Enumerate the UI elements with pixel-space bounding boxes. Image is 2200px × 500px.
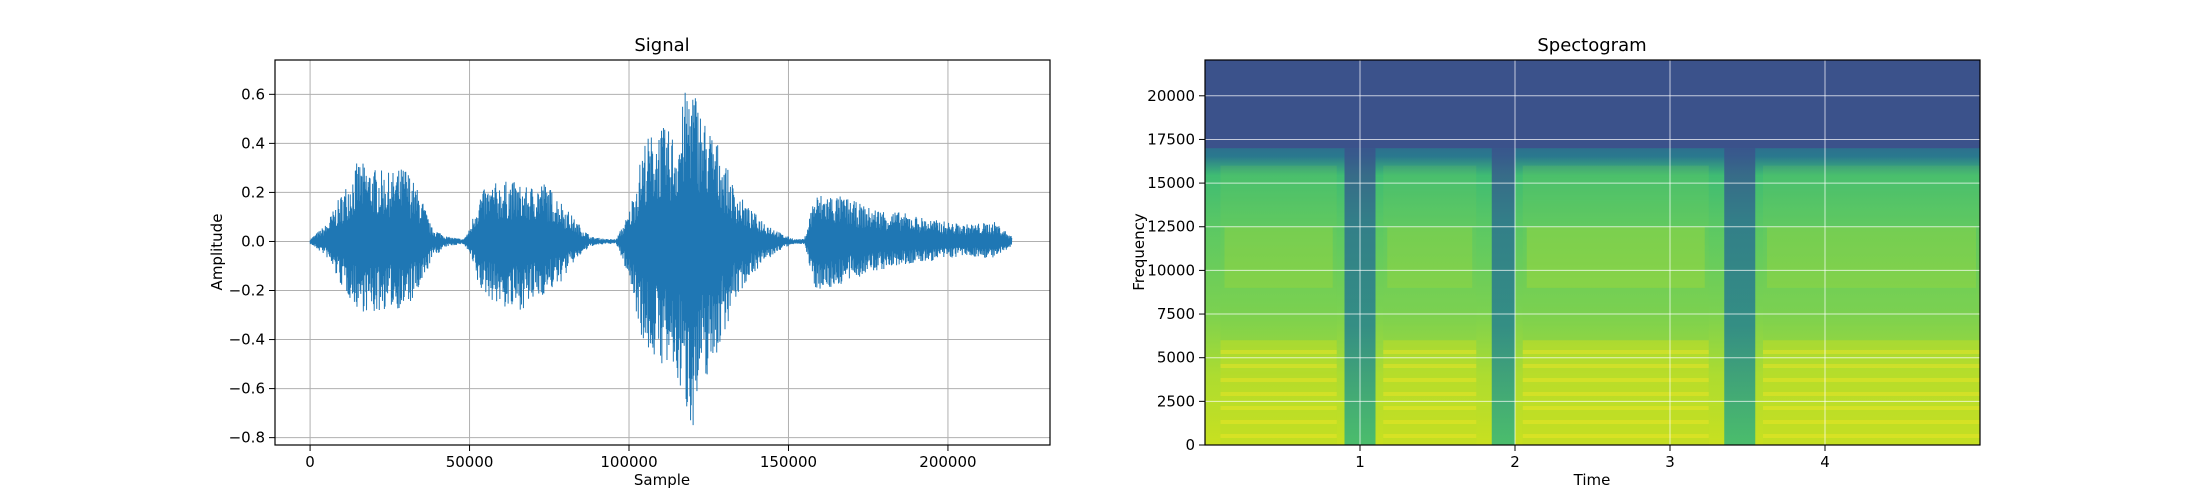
- spectrogram-axes-frame: [1204, 59, 1981, 446]
- spectrogram-y-tick-label: 10000: [1147, 261, 1195, 279]
- spectrogram-speech-harmonics: [1522, 340, 1709, 445]
- spectrogram-speech-midband: [1526, 226, 1705, 288]
- spectrogram-speech-midband: [1224, 226, 1333, 288]
- spectrogram-grid: [1205, 60, 1980, 445]
- signal-x-tick-label: 150000: [760, 453, 817, 471]
- signal-waveform: [309, 92, 1013, 426]
- signal-xlabel: Sample: [634, 471, 690, 489]
- spectrogram-y-tick-label: 15000: [1147, 174, 1195, 192]
- signal-ylabel: Amplitude: [208, 214, 226, 291]
- signal-y-tick-label: 0.0: [241, 232, 265, 250]
- spectrogram-cutoff-band: [1205, 60, 1980, 149]
- signal-y-tick-label: 0.4: [241, 134, 265, 152]
- signal-chart: 0 50000 100000 150000 200000 −0.8 −0.6 −0.4 −0.2…: [208, 35, 1051, 489]
- spectrogram-y-tick-label: 5000: [1157, 349, 1195, 367]
- signal-y-tick-label: −0.2: [229, 282, 265, 300]
- signal-x-tick-label: 100000: [600, 453, 657, 471]
- spectrogram-chart: 1 2 3 4 0 2500 5000 7500 10000 12500 15000 17500 200…: [1130, 35, 1981, 489]
- spectrogram-title: Spectogram: [1537, 35, 1646, 56]
- spectrogram-x-tick-label: 4: [1820, 453, 1830, 471]
- signal-x-tick-label: 200000: [919, 453, 976, 471]
- spectrogram-y-tick-label: 7500: [1157, 305, 1195, 323]
- spectrogram-x-tick-label: 1: [1355, 453, 1365, 471]
- spectrogram-x-tick-label: 2: [1510, 453, 1520, 471]
- spectrogram-y-tick-label: 2500: [1157, 392, 1195, 410]
- spectrogram-speech-harmonics: [1220, 340, 1337, 445]
- spectrogram-xlabel: Time: [1573, 471, 1611, 489]
- spectrogram-silent-gap: [1491, 148, 1515, 445]
- spectrogram-y-tick-label: 17500: [1147, 130, 1195, 148]
- spectrogram-speech-midband: [1387, 226, 1473, 288]
- signal-x-tick-label: 50000: [446, 453, 494, 471]
- spectrogram-x-tick-label: 3: [1665, 453, 1675, 471]
- spectrogram-y-tick-label: 12500: [1147, 218, 1195, 236]
- signal-title: Signal: [634, 35, 689, 56]
- spectrogram-segments: [1220, 165, 1980, 445]
- spectrogram-y-tick-label: 0: [1185, 436, 1195, 454]
- spectrogram-speech-midband: [1767, 226, 1976, 288]
- spectrogram-ticks: 1 2 3 4 0 2500 5000 7500 10000 12500 15000 17500 200…: [1147, 87, 1829, 471]
- spectrogram-speech-harmonics: [1763, 340, 1980, 445]
- signal-y-tick-label: 0.2: [241, 183, 265, 201]
- signal-x-tick-label: 0: [305, 453, 315, 471]
- signal-ticks: 0 50000 100000 150000 200000 −0.8 −0.6 −0.4 −0.2…: [229, 85, 977, 471]
- signal-y-tick-label: −0.4: [229, 331, 265, 349]
- signal-y-tick-label: −0.6: [229, 380, 265, 398]
- spectrogram-speech-harmonics: [1383, 340, 1477, 445]
- signal-y-tick-label: 0.6: [241, 85, 265, 103]
- signal-y-tick-label: −0.8: [229, 429, 265, 447]
- spectrogram-y-tick-label: 20000: [1147, 87, 1195, 105]
- spectrogram-ylabel: Frequency: [1130, 213, 1148, 291]
- signal-axes-frame: [274, 59, 1051, 446]
- spectrogram-silent-gap: [1724, 148, 1756, 445]
